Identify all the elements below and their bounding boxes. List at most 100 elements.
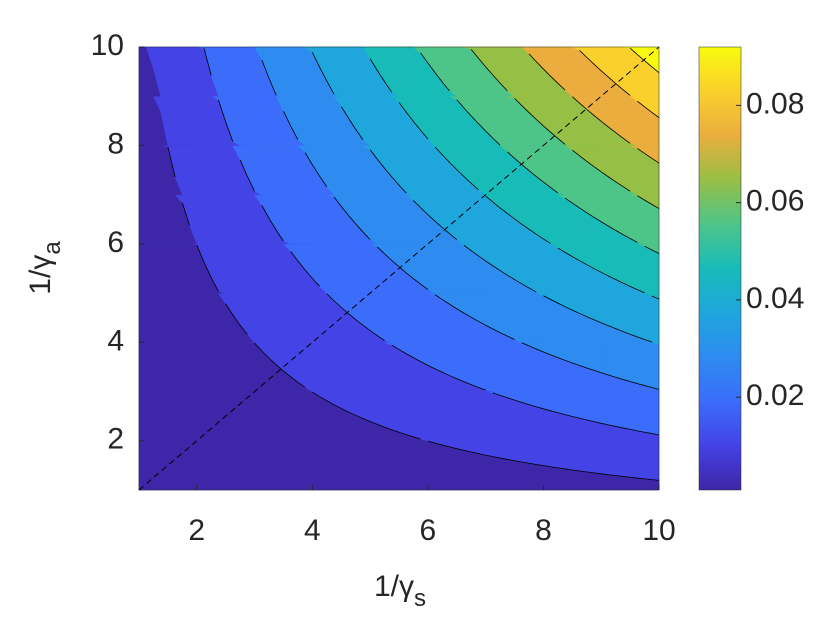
contour-band <box>254 292 313 343</box>
contour-line <box>326 293 371 331</box>
contour-line <box>413 200 429 215</box>
colorbar-tick-label: 0.06 <box>746 185 804 218</box>
contour-line <box>434 294 486 326</box>
contour-line <box>543 238 551 244</box>
contour-line <box>196 244 219 292</box>
contour-line <box>470 49 486 68</box>
contour-line <box>427 364 486 391</box>
colorbar-tick-label: 0.04 <box>746 282 804 315</box>
contour-line <box>543 68 566 91</box>
contour-line <box>543 351 602 374</box>
contour-band <box>196 342 255 392</box>
contour-line <box>485 195 544 240</box>
contour-line <box>600 70 631 96</box>
contour-line <box>167 146 176 178</box>
contour-line <box>572 149 602 173</box>
contour-line <box>601 422 660 436</box>
dashed-line <box>138 46 660 491</box>
contour-line <box>601 322 652 343</box>
contour-line <box>485 130 501 146</box>
contour-line <box>261 59 277 96</box>
contour-line <box>601 271 645 294</box>
x-axis-label: 1/γs <box>374 570 426 612</box>
y-label-sub: a <box>39 241 66 255</box>
contour-line <box>601 473 660 481</box>
colorbar-tick-label: 0.02 <box>746 379 804 412</box>
contour-line <box>333 196 371 240</box>
contour-band <box>369 440 429 491</box>
contour-line <box>181 202 190 226</box>
contour-line <box>218 99 234 142</box>
y-tick-label: 2 <box>107 423 124 456</box>
contour-band <box>312 342 371 392</box>
contour-line <box>543 125 566 145</box>
contour-line <box>637 195 660 209</box>
contour-line <box>463 244 486 262</box>
contour-line <box>543 408 602 424</box>
contour-line <box>283 111 299 140</box>
contour-line <box>600 120 631 144</box>
y-tick-label: 10 <box>91 29 124 62</box>
contour-line <box>579 50 602 72</box>
contour-band <box>196 194 255 245</box>
contour-line <box>543 295 602 324</box>
x-label-main: 1/γ <box>374 570 414 603</box>
contour-line <box>528 53 544 70</box>
contour-band <box>312 243 371 294</box>
contour-line <box>225 303 248 335</box>
contour-band <box>485 342 544 392</box>
contour-line <box>427 440 486 456</box>
contour-line <box>261 205 284 242</box>
x-tick-label: 2 <box>188 514 205 547</box>
contour-line <box>485 324 515 340</box>
x-label-sub: s <box>414 585 426 612</box>
x-tick-label: 6 <box>420 514 437 547</box>
y-label-main: 1/γ <box>24 255 57 295</box>
contour-line <box>420 52 429 64</box>
contour-band <box>600 440 660 481</box>
contour-line <box>369 149 407 194</box>
contour-band <box>196 440 255 491</box>
contour-band <box>254 440 313 491</box>
y-axis-label: 1/γa <box>24 241 66 295</box>
contour-line <box>644 245 660 254</box>
contour-band <box>312 440 371 491</box>
contour-line <box>601 221 638 243</box>
contour-line <box>629 47 660 73</box>
contour-line <box>600 171 631 192</box>
contour-line <box>369 330 385 341</box>
contour-line <box>637 148 660 164</box>
contour-line <box>427 62 450 92</box>
contour-line <box>543 465 602 475</box>
contour-line <box>239 159 255 192</box>
colorbar <box>698 46 742 491</box>
contour-line <box>304 152 313 165</box>
colorbar-tick-label: 0.08 <box>746 87 804 120</box>
contour-line <box>507 151 544 183</box>
contour-line <box>311 52 335 95</box>
contour-line <box>427 214 458 240</box>
contour-line <box>290 251 313 279</box>
axes-box <box>138 46 660 491</box>
contour-line <box>601 372 660 390</box>
contour-line <box>514 98 544 127</box>
contour-band <box>138 391 198 442</box>
contour-line <box>456 99 486 132</box>
x-tick-label: 8 <box>535 514 552 547</box>
contour-line <box>311 164 328 187</box>
contour-line <box>369 421 421 440</box>
contour-line <box>398 102 429 140</box>
contour-line <box>203 48 212 76</box>
contour-band <box>138 342 198 392</box>
contour-line <box>572 96 602 122</box>
contour-line <box>521 342 544 353</box>
y-tick-label: 4 <box>107 324 124 357</box>
contour-line <box>485 66 508 92</box>
contour-line <box>564 197 602 223</box>
y-tick-label: 6 <box>107 226 124 259</box>
contour-line <box>651 295 660 300</box>
contour-band <box>138 292 198 343</box>
contour-line <box>557 247 602 273</box>
